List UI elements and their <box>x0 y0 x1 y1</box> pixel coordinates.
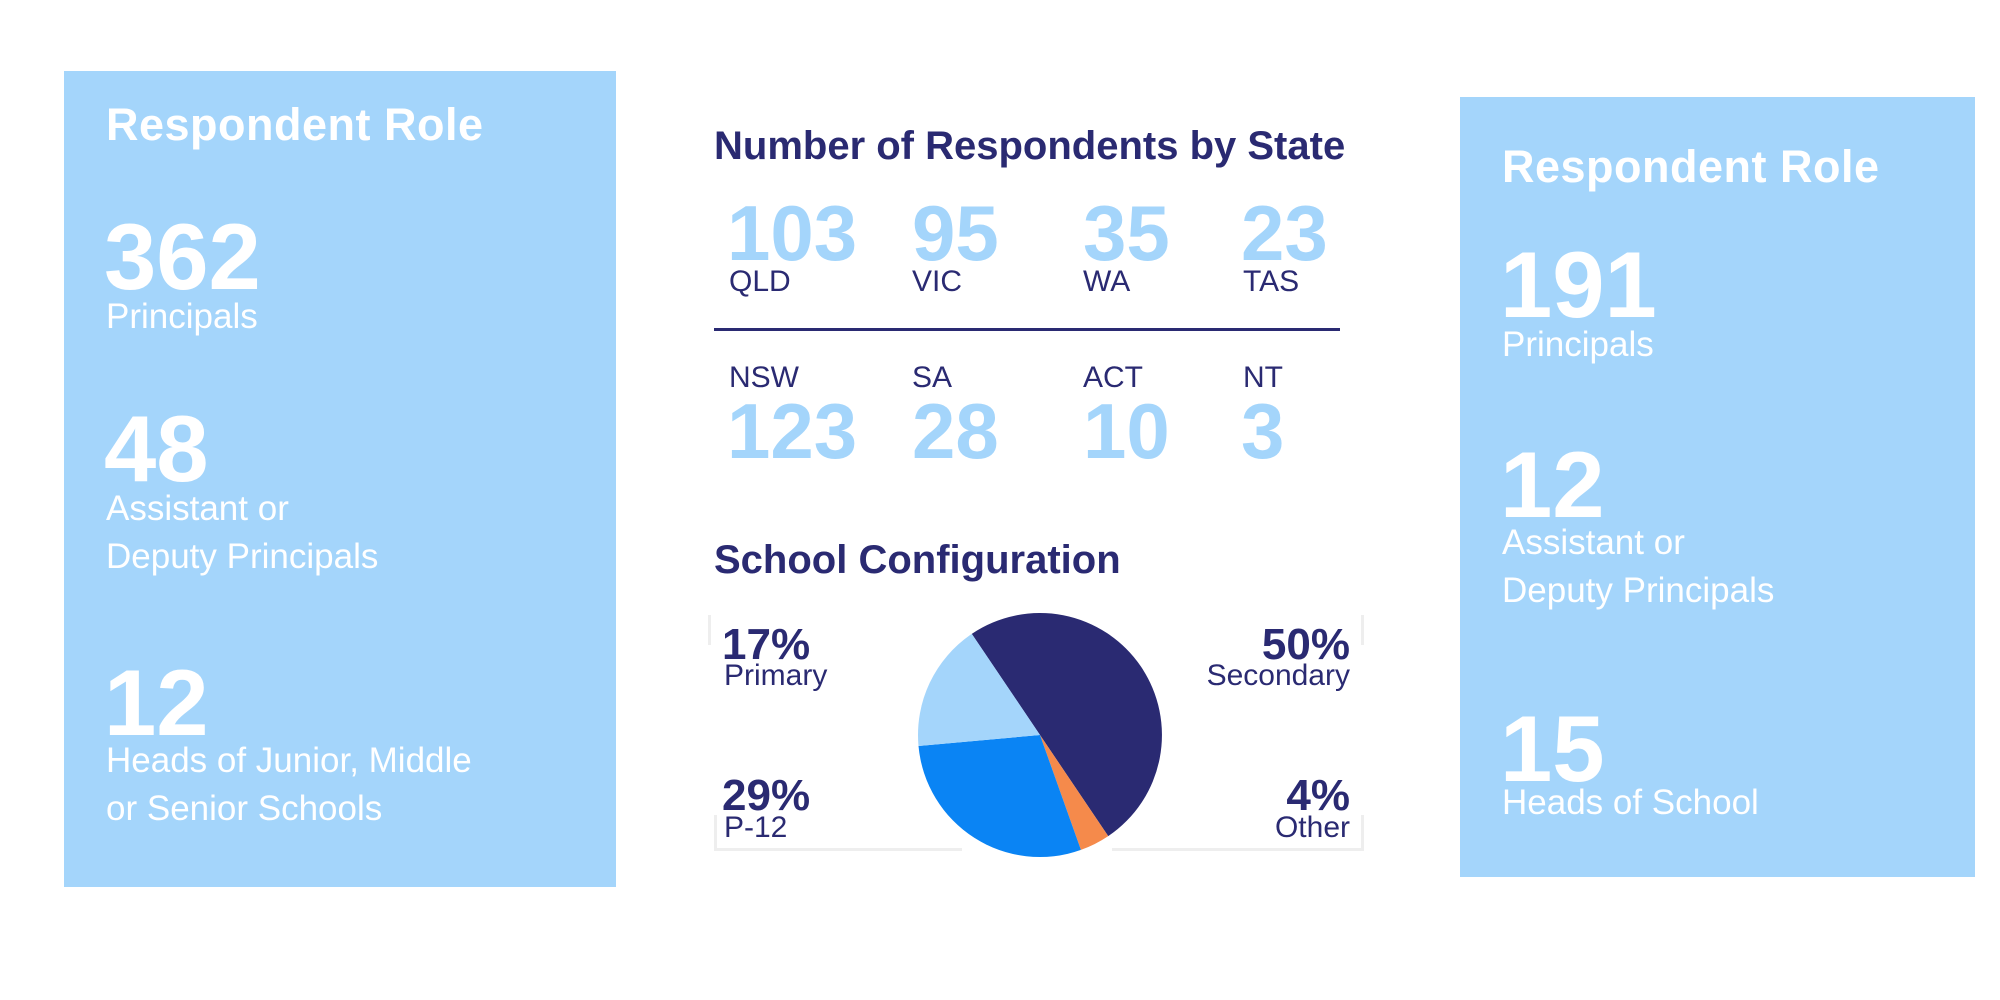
state-code-qld: QLD <box>729 265 791 298</box>
state-divider <box>714 328 1340 331</box>
label-bracket-other <box>1112 815 1364 851</box>
respondent-role-panel-right: Respondent Role 191 Principals 12 Assist… <box>1460 97 1975 877</box>
pie-slice-other <box>1040 735 1109 850</box>
pie-pct-other: 4% <box>1286 771 1350 820</box>
state-code-wa: WA <box>1083 265 1131 298</box>
stat-value-heads: 15 <box>1500 696 1605 801</box>
pie-slice-p-12 <box>918 735 1081 857</box>
stat-label-heads: Heads of School <box>1502 783 1759 822</box>
state-value-qld: 103 <box>727 189 858 277</box>
state-code-vic: VIC <box>912 265 963 298</box>
respondent-role-panel-left: Respondent Role 362 Principals 48 Assist… <box>64 71 616 887</box>
stat-label-deputy: Assistant or Deputy Principals <box>1502 523 1775 610</box>
pie-pct-primary: 17% <box>722 620 811 669</box>
state-code-act: ACT <box>1083 361 1143 394</box>
stat-value-principals: 191 <box>1500 232 1657 337</box>
stat-value-deputy: 12 <box>1500 432 1605 537</box>
stat-label-principals: Principals <box>1502 325 1654 364</box>
states-title: Number of Respondents by State <box>714 124 1346 168</box>
stat-value-deputy: 48 <box>104 396 209 501</box>
label-bracket-p12 <box>714 815 962 851</box>
state-value-vic: 95 <box>912 189 999 277</box>
state-value-act: 10 <box>1083 387 1170 475</box>
pie-slice-primary <box>918 633 1040 747</box>
pie-label-secondary: Secondary <box>1206 659 1350 692</box>
pie-label-primary: Primary <box>724 659 828 692</box>
panel-title: Respondent Role <box>1502 141 1880 192</box>
state-code-sa: SA <box>912 361 953 394</box>
school-config-pie <box>918 613 1162 857</box>
state-value-nt: 3 <box>1241 387 1285 475</box>
school-config-title: School Configuration <box>714 538 1121 582</box>
state-code-nsw: NSW <box>729 361 799 394</box>
state-value-nsw: 123 <box>727 387 858 475</box>
panel-title: Respondent Role <box>106 99 484 150</box>
label-bracket-primary <box>708 615 954 645</box>
state-value-wa: 35 <box>1083 189 1170 277</box>
stat-value-heads: 12 <box>104 650 209 755</box>
stat-label-heads: Heads of Junior, Middle or Senior School… <box>106 741 472 828</box>
label-bracket-secondary <box>1118 615 1364 645</box>
stat-label-principals: Principals <box>106 297 258 336</box>
stat-value-principals: 362 <box>104 204 261 309</box>
pie-pct-p12: 29% <box>722 771 811 820</box>
pie-slice-secondary <box>971 613 1162 837</box>
state-code-tas: TAS <box>1243 265 1300 298</box>
state-code-nt: NT <box>1243 361 1283 394</box>
stat-label-deputy: Assistant or Deputy Principals <box>106 489 379 576</box>
state-value-tas: 23 <box>1241 189 1328 277</box>
pie-pct-secondary: 50% <box>1261 620 1350 669</box>
pie-label-p12: P-12 <box>724 811 788 844</box>
state-value-sa: 28 <box>912 387 999 475</box>
pie-label-other: Other <box>1274 811 1350 844</box>
